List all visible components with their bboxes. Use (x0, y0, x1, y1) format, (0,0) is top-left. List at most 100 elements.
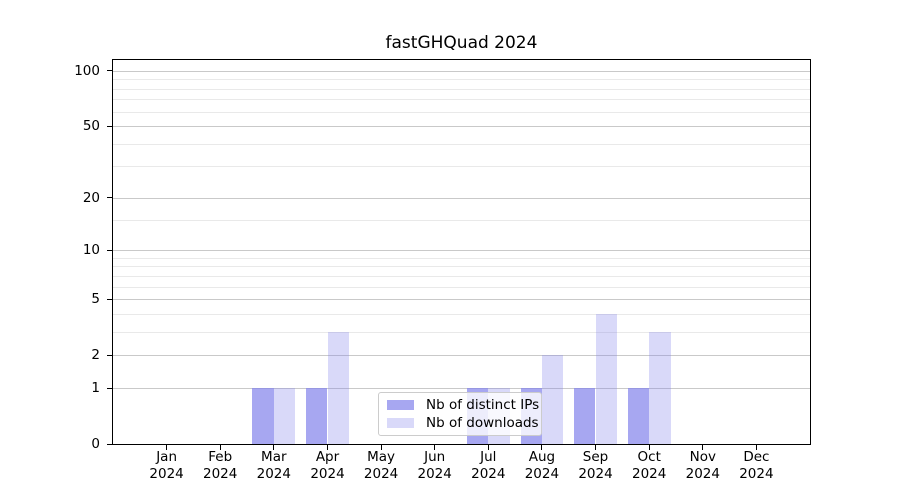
x-tick-mark (755, 445, 757, 450)
x-tick-label-month: Jul (480, 449, 497, 465)
bar-distinct-ips-mar (252, 388, 274, 444)
y-tick-label: 2 (91, 347, 100, 364)
bar-downloads-aug (541, 355, 564, 444)
x-tick-label-year: 2024 (256, 466, 291, 482)
major-gridline (113, 355, 810, 357)
bar-downloads-sep (595, 313, 617, 444)
x-tick-label-year: 2024 (149, 466, 184, 482)
x-tick-label-month: Feb (208, 449, 233, 465)
x-tick-mark (487, 445, 489, 450)
x-tick-mark (327, 445, 328, 450)
x-tick-label-month: Jun (424, 449, 446, 465)
y-tick-label: 20 (82, 189, 100, 206)
y-tick-label: 50 (82, 118, 100, 135)
x-tick-mark (434, 445, 436, 450)
x-tick-label: Mar 2024 (242, 449, 306, 483)
x-tick-mark (273, 445, 275, 450)
y-tick-label: 0 (91, 436, 100, 452)
x-tick-label-year: 2024 (310, 466, 345, 482)
bar-downloads-mar (273, 388, 296, 444)
x-tick-label-month: Sep (582, 449, 609, 465)
bar-distinct-ips-oct (627, 388, 650, 444)
bar-distinct-ips-apr (306, 388, 328, 444)
minor-gridline (113, 266, 810, 268)
legend-swatch-distinct-ips (387, 400, 414, 410)
x-tick-label-year: 2024 (685, 466, 720, 482)
x-tick-mark (166, 445, 168, 450)
y-tick-label: 5 (91, 291, 100, 308)
x-tick-mark (702, 445, 704, 450)
x-tick-label-year: 2024 (471, 466, 506, 482)
legend: Nb of distinct IPs Nb of downloads (378, 392, 542, 436)
x-tick-label: Dec 2024 (724, 449, 788, 483)
x-tick-mark (648, 445, 650, 450)
x-tick-label: Jan 2024 (135, 449, 199, 483)
major-gridline (113, 70, 810, 72)
y-tick-mark (107, 354, 112, 356)
legend-item-downloads: Nb of downloads (387, 415, 539, 431)
x-tick-label-year: 2024 (632, 466, 667, 482)
minor-gridline (113, 111, 810, 113)
y-tick-mark (107, 443, 112, 445)
major-gridline (113, 388, 810, 389)
minor-gridline (113, 331, 810, 333)
x-tick-label-year: 2024 (524, 466, 560, 482)
legend-label-distinct-ips: Nb of distinct IPs (426, 397, 540, 413)
major-gridline (113, 299, 810, 301)
bar-downloads-apr (327, 331, 349, 444)
y-tick-mark (107, 70, 112, 72)
x-tick-label-month: Oct (637, 449, 661, 465)
x-tick-label: Feb 2024 (188, 449, 252, 483)
x-tick-label: Aug 2024 (510, 449, 574, 483)
x-tick-label-year: 2024 (363, 466, 399, 482)
x-tick-label-month: Apr (315, 449, 340, 465)
x-tick-label-month: Dec (743, 449, 770, 465)
plot-area (112, 59, 811, 445)
x-tick-label-month: Nov (689, 449, 716, 465)
minor-gridline (113, 257, 810, 259)
y-tick-mark (107, 249, 112, 251)
major-gridline (113, 126, 810, 128)
legend-item-distinct-ips: Nb of distinct IPs (387, 397, 539, 413)
y-tick-label: 100 (74, 62, 100, 79)
minor-gridline (113, 286, 810, 288)
legend-label-downloads: Nb of downloads (426, 415, 539, 431)
y-tick-mark (107, 387, 112, 389)
x-tick-label-year: 2024 (417, 466, 452, 482)
bar-downloads-oct (649, 331, 671, 444)
minor-gridline (113, 275, 810, 277)
minor-gridline (113, 313, 810, 315)
major-gridline (113, 250, 810, 252)
y-tick-label: 10 (82, 242, 100, 259)
x-tick-label-month: Mar (261, 449, 287, 465)
x-tick-mark (595, 445, 596, 450)
x-tick-label-month: Aug (528, 449, 556, 465)
y-tick-mark (107, 125, 112, 127)
x-tick-label: Sep 2024 (564, 449, 628, 483)
major-gridline (113, 197, 810, 199)
minor-gridline (113, 166, 810, 168)
x-tick-label: Jun 2024 (403, 449, 467, 483)
chart-title: fastGHQuad 2024 (385, 33, 538, 53)
x-tick-label-year: 2024 (739, 466, 774, 482)
x-tick-label: Jul 2024 (456, 449, 520, 483)
y-tick-mark (107, 197, 112, 199)
minor-gridline (113, 143, 810, 145)
x-tick-mark (380, 445, 382, 450)
x-tick-mark (219, 445, 221, 450)
x-tick-label: Apr 2024 (296, 449, 360, 483)
x-tick-label: Oct 2024 (617, 449, 681, 483)
x-tick-label-year: 2024 (203, 466, 238, 482)
y-tick-label: 1 (91, 380, 100, 396)
x-tick-label: May 2024 (349, 449, 413, 483)
y-tick-mark (107, 298, 112, 300)
minor-gridline (113, 99, 810, 101)
bar-distinct-ips-sep (574, 388, 596, 444)
x-tick-label-year: 2024 (578, 466, 613, 482)
x-tick-label-month: Jan (156, 449, 177, 465)
legend-swatch-downloads (387, 418, 414, 428)
minor-gridline (113, 79, 810, 81)
x-tick-label: Nov 2024 (671, 449, 735, 483)
x-tick-mark (541, 445, 543, 450)
